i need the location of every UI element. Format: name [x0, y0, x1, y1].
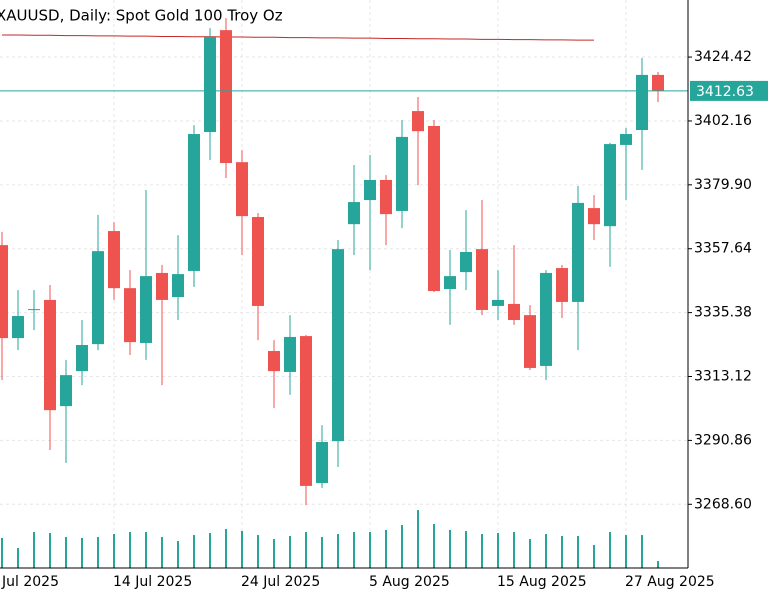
candle-body	[476, 249, 488, 310]
candle-body	[572, 202, 584, 302]
x-tick-label: 27 Aug 2025	[625, 574, 715, 590]
candle-body	[428, 125, 440, 292]
chart-title: XAUUSD, Daily: Spot Gold 100 Troy Oz	[0, 7, 283, 25]
candle-body	[380, 179, 392, 215]
y-tick-label: 3402.16	[694, 113, 752, 129]
candle-body	[460, 251, 472, 273]
candle-body	[508, 303, 520, 321]
y-tick-label: 3379.90	[694, 177, 752, 193]
candle-body	[108, 231, 120, 289]
y-tick-label: 3357.64	[694, 241, 752, 257]
x-tick-label: 15 Aug 2025	[497, 574, 587, 590]
x-tick-label: 14 Jul 2025	[113, 574, 192, 590]
price-label-bg	[690, 80, 768, 101]
candle-body	[204, 37, 216, 133]
x-tick-label: 24 Jul 2025	[241, 574, 320, 590]
candle-body	[92, 251, 104, 345]
candle-body	[172, 274, 184, 298]
candle-body	[620, 134, 632, 145]
candle-body	[220, 30, 232, 164]
candle-body	[284, 336, 296, 372]
candle-body	[444, 276, 456, 290]
candle-body	[252, 216, 264, 306]
candle-body	[588, 208, 600, 225]
candle-body	[604, 144, 616, 227]
x-tick-label: Jul 2025	[1, 574, 59, 590]
candle-body	[188, 134, 200, 271]
candle-body	[140, 276, 152, 343]
y-tick-label: 3290.86	[694, 432, 752, 448]
candle-body	[156, 272, 168, 300]
candle-body	[396, 136, 408, 211]
candle-body	[44, 299, 56, 411]
candle-body	[652, 74, 664, 91]
x-tick-label: 5 Aug 2025	[369, 574, 450, 590]
candle-body	[636, 74, 648, 131]
candle-body	[348, 202, 360, 225]
candle-body	[0, 245, 8, 339]
candle-body	[412, 111, 424, 132]
candle-body	[236, 162, 248, 217]
candle-body	[316, 442, 328, 484]
y-tick-label: 3335.38	[694, 305, 752, 321]
candle-body	[364, 179, 376, 201]
y-tick-label: 3313.12	[694, 369, 752, 385]
candle-body	[524, 315, 536, 368]
candle-body	[540, 272, 552, 366]
candle-body	[28, 309, 40, 311]
candle-body	[300, 336, 312, 486]
candle-body	[12, 316, 24, 339]
y-tick-label: 3424.42	[694, 49, 752, 65]
candle-body	[268, 351, 280, 372]
moving-average	[2, 34, 594, 41]
y-tick-label: 3268.60	[694, 496, 752, 512]
candle-body	[556, 268, 568, 302]
candle-body	[76, 344, 88, 372]
price-label: 3412.63	[696, 84, 754, 100]
candle-body	[492, 299, 504, 306]
candle-body	[124, 288, 136, 343]
candle-body	[332, 249, 344, 442]
candle-body	[60, 375, 72, 407]
